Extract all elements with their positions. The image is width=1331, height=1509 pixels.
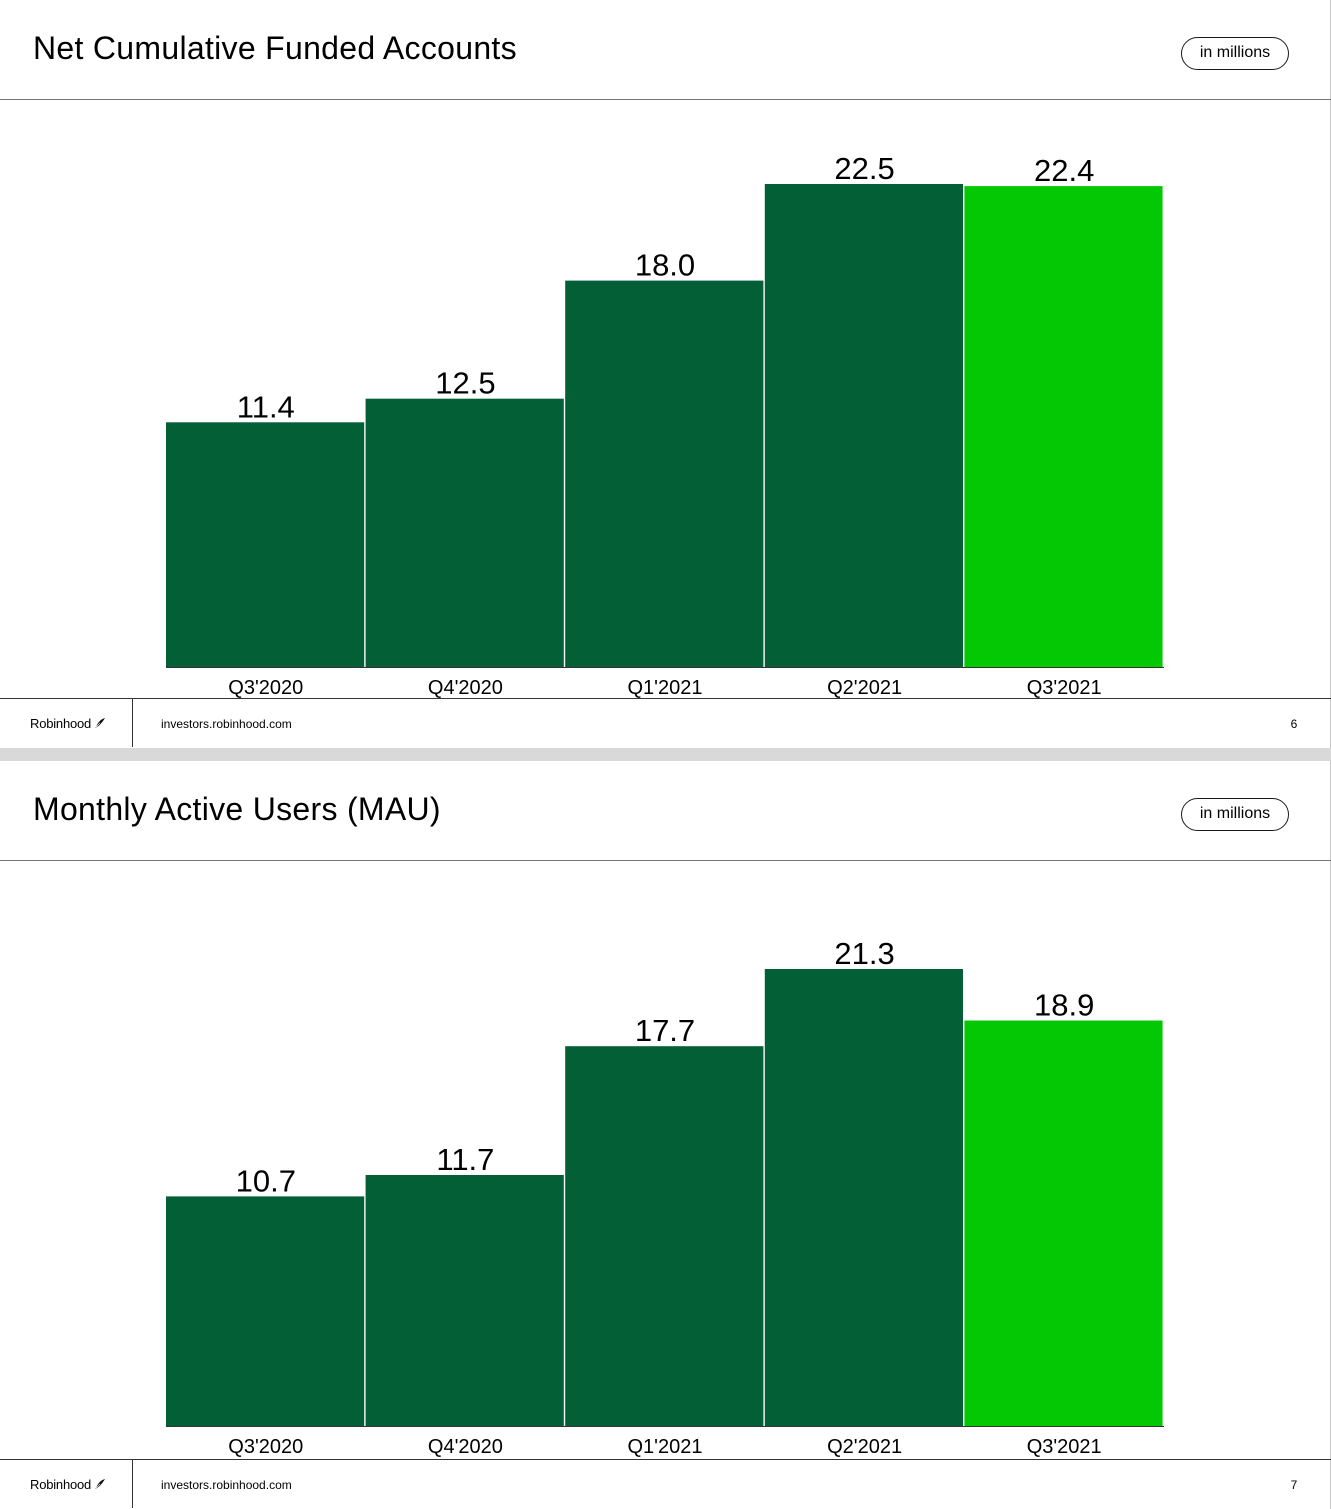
unit-badge: in millions <box>1181 37 1289 70</box>
data-label: 10.7 <box>236 1163 296 1198</box>
data-label: 18.0 <box>635 248 695 283</box>
footer-divider <box>132 1460 133 1508</box>
bar-chart: 11.4 Q3'2020 12.5 Q4'2020 18.0 Q1'2021 22.5 Q2'… <box>166 151 1164 698</box>
x-tick-label: Q1'2021 <box>628 1436 703 1458</box>
bar-Q3'2020 <box>166 1196 365 1426</box>
bar-Q3'2021 <box>964 1020 1163 1426</box>
data-label: 17.7 <box>635 1013 695 1048</box>
x-tick-label: Q4'2020 <box>428 1436 503 1458</box>
data-label: 21.3 <box>834 936 894 971</box>
bar-Q2'2021 <box>764 969 963 1426</box>
feather-icon <box>95 718 106 728</box>
slide-title: Monthly Active Users (MAU) <box>33 791 441 827</box>
x-tick-label: Q1'2021 <box>628 677 703 698</box>
slide-footer: Robinhood investors.robinhood.com 7 <box>0 1459 1331 1509</box>
bar-chart: 10.7 Q3'2020 11.7 Q4'2020 17.7 Q1'2021 21.3 Q2'… <box>166 936 1164 1458</box>
feather-icon <box>95 1479 106 1489</box>
header-divider <box>0 99 1331 100</box>
bar-Q4'2020 <box>365 1175 564 1426</box>
bar-Q4'2020 <box>365 398 564 667</box>
investor-url: investors.robinhood.com <box>161 717 292 731</box>
data-label: 22.5 <box>834 151 894 186</box>
brand-name: Robinhood <box>30 716 92 731</box>
x-tick-label: Q3'2021 <box>1027 1436 1102 1458</box>
data-label: 12.5 <box>435 366 495 401</box>
unit-badge: in millions <box>1181 798 1289 831</box>
data-label: 11.4 <box>237 389 295 424</box>
investor-url: investors.robinhood.com <box>161 1478 292 1492</box>
brand-logo: Robinhood <box>30 716 106 732</box>
header-divider <box>0 860 1331 861</box>
page-number: 6 <box>1290 717 1298 731</box>
bar-Q1'2021 <box>565 280 764 667</box>
bar-Q1'2021 <box>565 1046 764 1426</box>
bar-Q3'2021 <box>964 186 1163 667</box>
data-label: 11.7 <box>436 1142 494 1177</box>
bar-Q2'2021 <box>764 184 963 667</box>
data-label: 22.4 <box>1034 153 1094 188</box>
slide-monthly-active-users: Monthly Active Users (MAU) in millions 1… <box>0 761 1331 1509</box>
x-tick-label: Q2'2021 <box>827 677 902 698</box>
slide-footer: Robinhood investors.robinhood.com 6 <box>0 698 1331 748</box>
data-label: 18.9 <box>1034 988 1094 1023</box>
page-number: 7 <box>1290 1478 1298 1492</box>
x-tick-label: Q3'2020 <box>228 1436 303 1458</box>
slide-net-cumulative-funded-accounts: Net Cumulative Funded Accounts in millio… <box>0 0 1331 748</box>
brand-logo: Robinhood <box>30 1477 106 1493</box>
x-tick-label: Q2'2021 <box>827 1436 902 1458</box>
x-tick-label: Q3'2021 <box>1027 677 1102 698</box>
brand-name: Robinhood <box>30 1477 92 1492</box>
x-tick-label: Q3'2020 <box>228 677 303 698</box>
bar-Q3'2020 <box>166 422 365 667</box>
footer-divider <box>132 699 133 747</box>
x-tick-label: Q4'2020 <box>428 677 503 698</box>
slide-title: Net Cumulative Funded Accounts <box>33 30 517 66</box>
